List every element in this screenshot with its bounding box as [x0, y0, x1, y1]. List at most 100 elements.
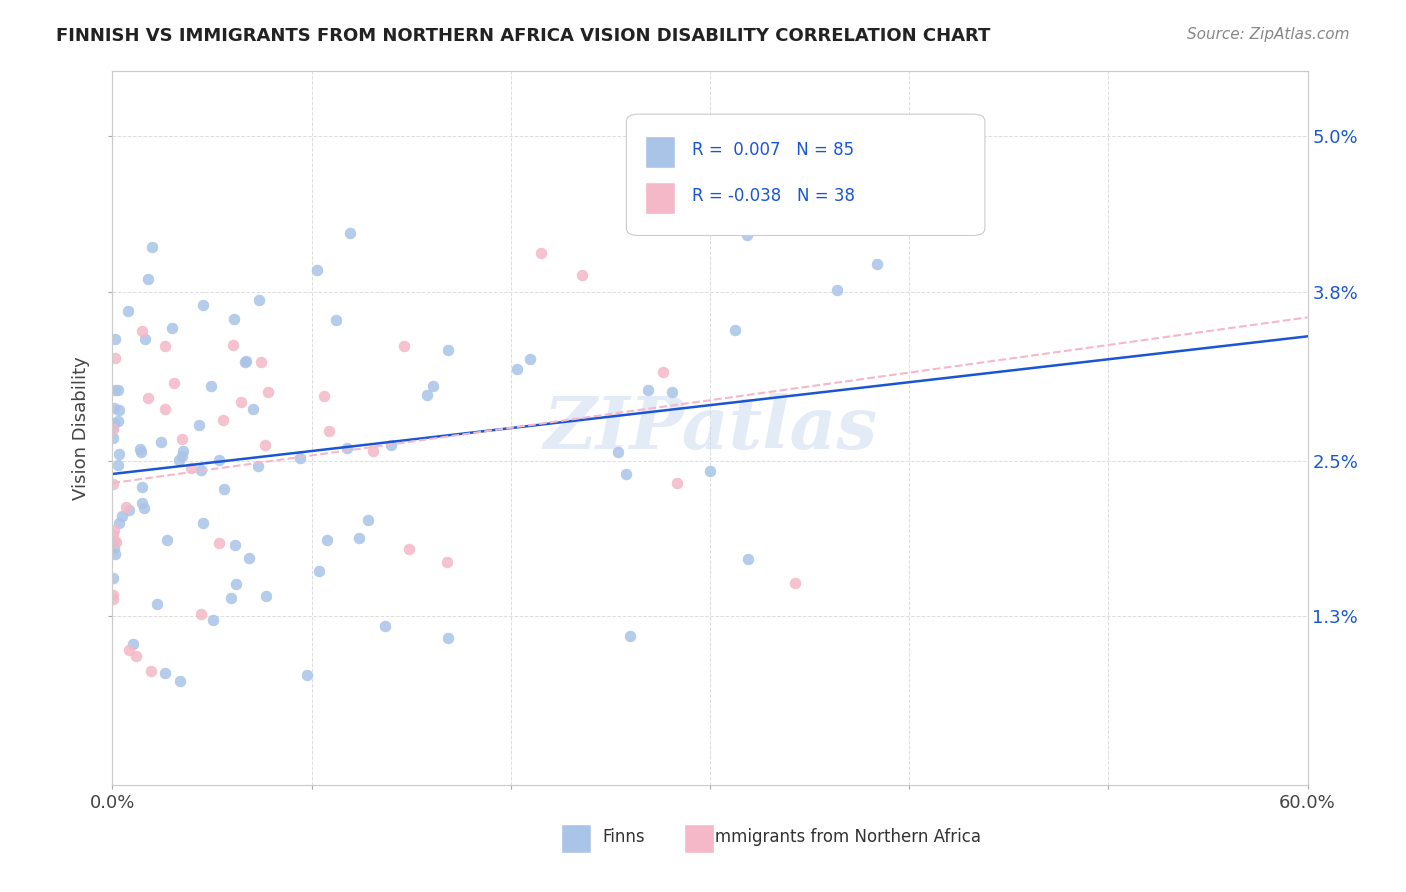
Point [101, 528, 124, 542]
Point [211, 412, 233, 426]
Point [105, 534, 128, 549]
Point [170, 432, 193, 446]
Point [103, 523, 125, 537]
Point [699, 464, 721, 478]
Point [374, 618, 396, 632]
Point [318, 424, 340, 438]
Point [131, 480, 153, 494]
Point [101, 592, 124, 607]
Point [242, 402, 264, 417]
Point [107, 414, 129, 428]
Text: FINNISH VS IMMIGRANTS FROM NORTHERN AFRICA VISION DISABILITY CORRELATION CHART: FINNISH VS IMMIGRANTS FROM NORTHERN AFRI… [56, 27, 991, 45]
Point [107, 383, 129, 397]
Point [104, 351, 127, 365]
Point [219, 591, 242, 605]
Point [222, 337, 245, 351]
Point [325, 313, 347, 327]
FancyBboxPatch shape [645, 136, 675, 168]
Point [614, 467, 637, 482]
Point [129, 442, 152, 457]
Point [247, 459, 270, 474]
Point [107, 458, 129, 472]
Point [122, 637, 145, 651]
Point [103, 419, 125, 434]
Point [117, 303, 139, 318]
Point [107, 516, 129, 531]
Point [111, 508, 134, 523]
Point [416, 388, 439, 402]
Point [104, 548, 127, 562]
Point [104, 332, 127, 346]
Point [224, 538, 246, 552]
Point [308, 564, 330, 578]
Point [180, 461, 202, 475]
Point [134, 332, 156, 346]
Point [225, 576, 247, 591]
Point [398, 541, 420, 556]
Point [108, 447, 131, 461]
FancyBboxPatch shape [627, 114, 986, 235]
Point [141, 240, 163, 254]
Point [103, 541, 125, 556]
Point [356, 513, 378, 527]
Point [108, 403, 131, 417]
Point [652, 365, 675, 379]
Point [723, 323, 745, 337]
Point [208, 536, 231, 550]
Point [132, 500, 155, 515]
Point [169, 674, 191, 689]
Point [606, 444, 628, 458]
Point [436, 631, 458, 645]
Point [153, 665, 176, 680]
Text: Source: ZipAtlas.com: Source: ZipAtlas.com [1187, 27, 1350, 42]
Point [825, 283, 848, 297]
Point [661, 385, 683, 400]
Point [247, 293, 270, 307]
Point [191, 298, 214, 312]
Point [436, 343, 458, 358]
Point [104, 383, 127, 397]
Point [305, 263, 328, 277]
Point [422, 379, 444, 393]
Point [361, 443, 384, 458]
Point [288, 450, 311, 465]
Point [619, 629, 641, 643]
Point [163, 376, 186, 390]
Point [436, 555, 458, 569]
Point [571, 268, 593, 282]
FancyBboxPatch shape [645, 182, 675, 214]
Point [238, 551, 260, 566]
Text: Finns: Finns [603, 828, 645, 846]
Point [172, 443, 194, 458]
Point [118, 643, 141, 657]
Point [347, 531, 370, 545]
Point [254, 438, 277, 452]
Point [530, 245, 553, 260]
Point [190, 607, 212, 622]
Point [131, 325, 153, 339]
Point [138, 391, 160, 405]
Point [637, 383, 659, 397]
Point [335, 441, 357, 455]
Point [101, 431, 124, 445]
Point [153, 401, 176, 416]
Point [150, 435, 173, 450]
Point [125, 648, 148, 663]
Text: R = -0.038   N = 38: R = -0.038 N = 38 [692, 187, 855, 205]
Y-axis label: Vision Disability: Vision Disability [72, 356, 90, 500]
Point [519, 351, 541, 366]
Point [101, 422, 124, 436]
Point [229, 395, 252, 409]
Point [131, 445, 153, 459]
Point [156, 533, 179, 547]
Point [783, 576, 806, 591]
Point [103, 401, 125, 415]
Text: Immigrants from Northern Africa: Immigrants from Northern Africa [710, 828, 981, 846]
Point [170, 449, 193, 463]
Point [141, 664, 163, 678]
Point [339, 226, 361, 240]
Point [257, 384, 280, 399]
Point [208, 452, 231, 467]
Point [314, 389, 336, 403]
Point [866, 257, 889, 271]
